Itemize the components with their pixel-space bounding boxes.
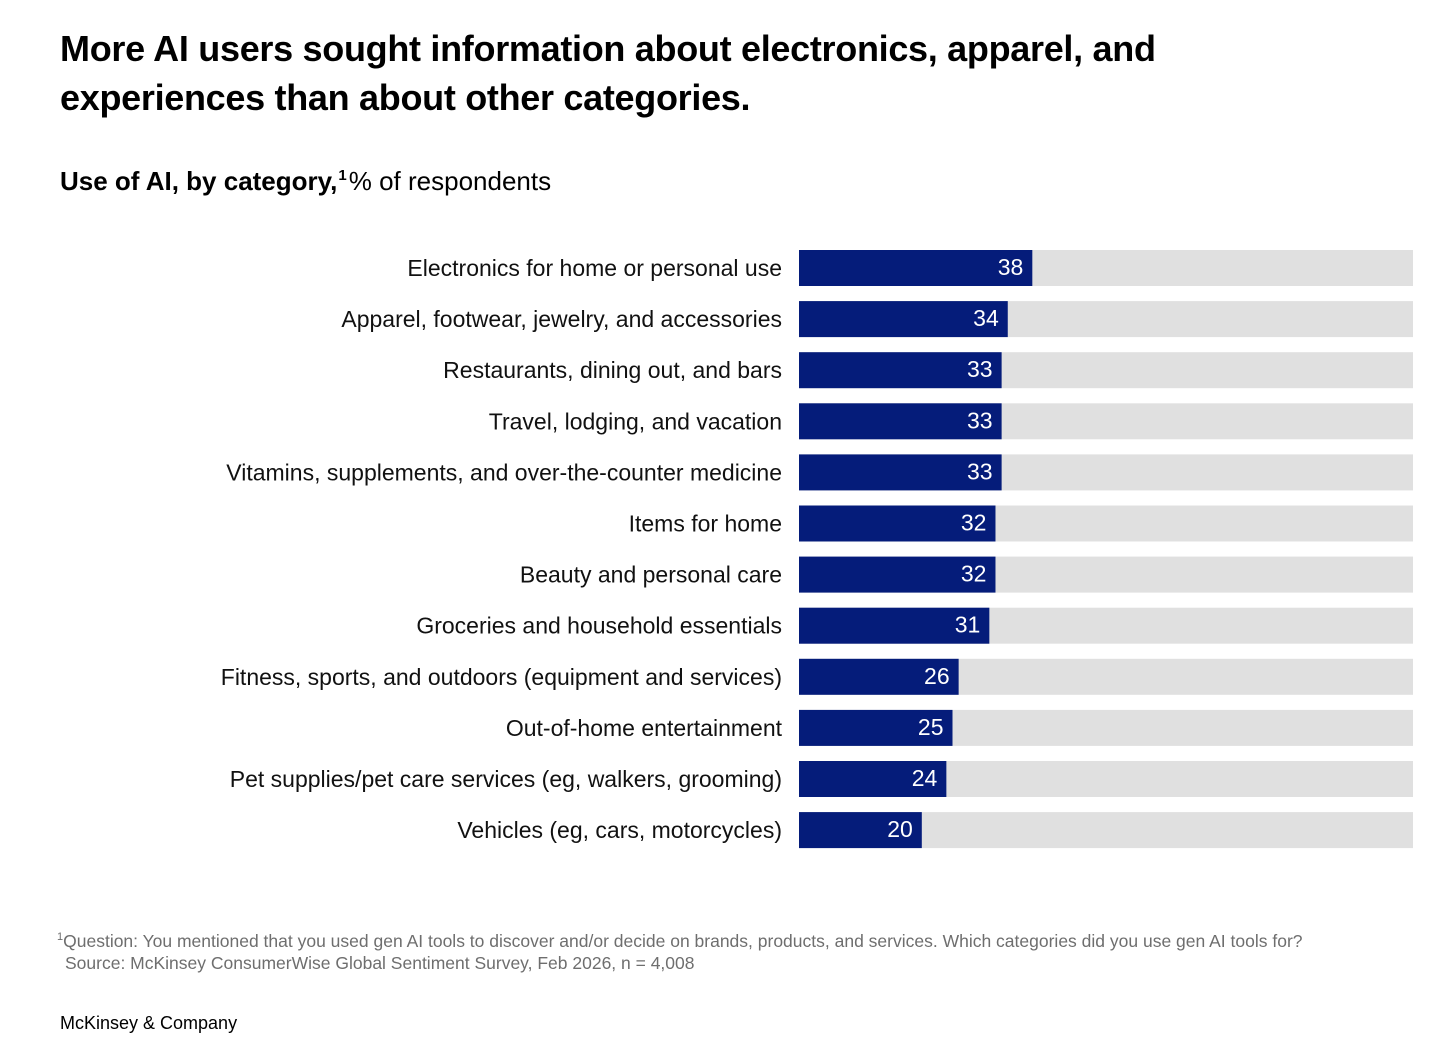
bar-row: Restaurants, dining out, and bars 33	[443, 352, 1413, 389]
bar-row: Travel, lodging, and vacation 33	[489, 403, 1413, 440]
bar-row: Fitness, sports, and outdoors (equipment…	[221, 658, 1413, 695]
bar	[799, 607, 990, 644]
bar-row: Beauty and personal care 32	[520, 556, 1413, 593]
value-label: 33	[967, 356, 993, 382]
category-label: Items for home	[629, 511, 782, 537]
category-label: Travel, lodging, and vacation	[489, 408, 782, 434]
value-label: 25	[918, 714, 944, 740]
value-label: 32	[961, 561, 987, 587]
bar-row: Vehicles (eg, cars, motorcycles) 20	[457, 812, 1413, 849]
footnote-question: Question: You mentioned that you used ge…	[63, 931, 1303, 951]
value-label: 33	[967, 407, 993, 433]
value-label: 32	[961, 510, 987, 536]
value-label: 26	[924, 663, 950, 689]
bar	[799, 301, 1008, 338]
footnote-mark: 1	[57, 931, 64, 943]
bar	[799, 505, 996, 542]
value-label: 33	[967, 458, 993, 484]
value-label: 20	[887, 816, 913, 842]
subtitle-footnote-mark: 1	[338, 167, 347, 184]
category-label: Fitness, sports, and outdoors (equipment…	[221, 664, 782, 690]
bar-row: Groceries and household essentials 31	[416, 607, 1413, 644]
category-label: Vitamins, supplements, and over-the-coun…	[226, 459, 782, 485]
footnote: 1Question: You mentioned that you used g…	[57, 926, 1303, 974]
bar-row: Pet supplies/pet care services (eg, walk…	[230, 761, 1413, 797]
bar-row: Vitamins, supplements, and over-the-coun…	[226, 454, 1413, 491]
value-label: 31	[955, 612, 981, 638]
brand-logo-text: McKinsey & Company	[60, 1013, 238, 1033]
category-label: Out-of-home entertainment	[506, 715, 783, 741]
bar	[799, 250, 1033, 286]
category-label: Pet supplies/pet care services (eg, walk…	[230, 766, 782, 792]
category-label: Apparel, footwear, jewelry, and accessor…	[341, 306, 782, 332]
bar	[799, 658, 959, 695]
subtitle-metric: Use of AI, by category,	[60, 166, 338, 196]
bar	[799, 761, 947, 797]
bar	[799, 812, 922, 849]
bar	[799, 709, 953, 746]
bar	[799, 556, 996, 593]
category-label: Beauty and personal care	[520, 562, 782, 588]
bar-row: Apparel, footwear, jewelry, and accessor…	[341, 301, 1413, 338]
chart-title: More AI users sought information about e…	[60, 28, 1156, 118]
value-label: 34	[973, 305, 999, 331]
bar-row: Out-of-home entertainment 25	[506, 709, 1413, 746]
chart-subtitle: Use of AI, by category,1% of respondents	[60, 158, 551, 199]
value-label: 24	[912, 765, 938, 791]
footnote-source: Source: McKinsey ConsumerWise Global Sen…	[65, 953, 695, 973]
category-label: Electronics for home or personal use	[407, 255, 782, 281]
bar-row: Items for home 32	[629, 505, 1413, 542]
category-label: Groceries and household essentials	[416, 613, 782, 639]
category-label: Restaurants, dining out, and bars	[443, 357, 782, 383]
value-label: 38	[998, 254, 1024, 280]
category-label: Vehicles (eg, cars, motorcycles)	[457, 817, 782, 843]
bar-row: Electronics for home or personal use 38	[407, 250, 1413, 286]
subtitle-unit: % of respondents	[348, 166, 552, 196]
bar	[799, 454, 1002, 491]
bar	[799, 352, 1002, 389]
bar	[799, 403, 1002, 440]
